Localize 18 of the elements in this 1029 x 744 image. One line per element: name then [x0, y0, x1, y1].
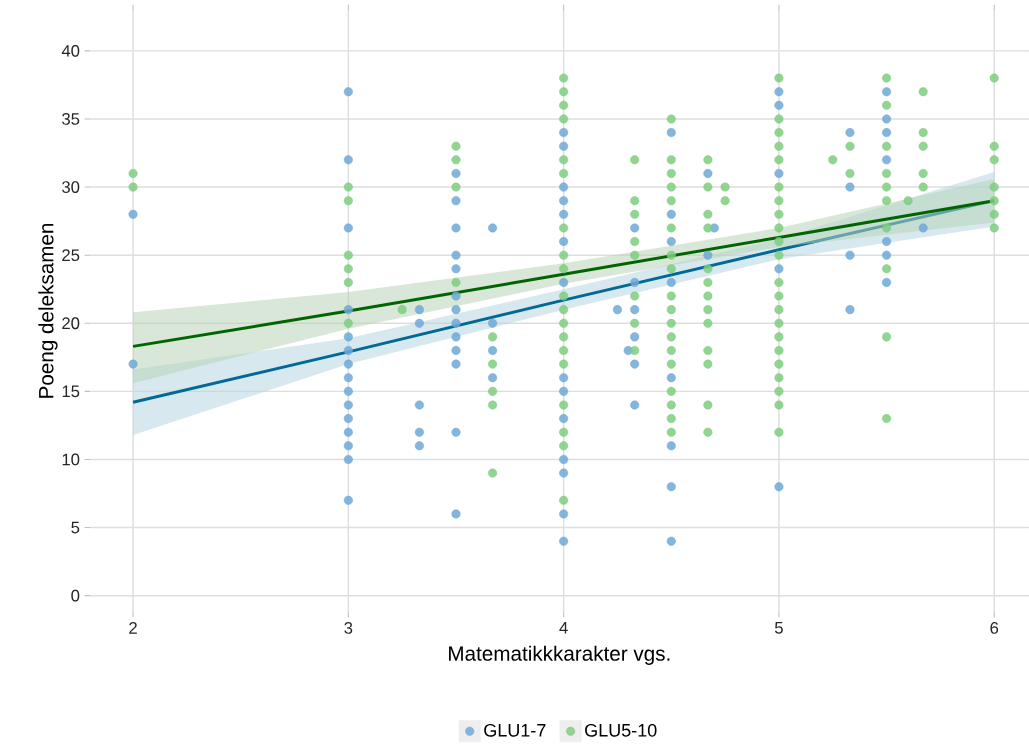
legend-label: GLU5-10 [585, 723, 657, 737]
y-axis-title: Poeng deleksamen [38, 223, 58, 398]
x-tick-label: 3 [344, 622, 353, 634]
x-tick-label: 6 [990, 622, 999, 634]
y-tick-label: 0 [71, 589, 80, 602]
x-axis-title: Matematikkkarakter vgs. [449, 645, 670, 665]
y-tick-label: 15 [62, 385, 80, 398]
x-tick-label: 2 [129, 622, 137, 634]
x-tick-label: 5 [774, 622, 783, 634]
legend-label: GLU1-7 [484, 723, 546, 737]
y-tick-label: 5 [71, 521, 80, 534]
y-tick-label: 10 [62, 453, 80, 466]
x-tick-label: 4 [559, 622, 568, 634]
y-tick-label: 40 [61, 44, 80, 57]
y-tick-label: 20 [62, 317, 80, 330]
y-tick-label: 25 [62, 249, 80, 262]
y-tick-label: 30 [62, 181, 80, 193]
y-tick-label: 35 [62, 113, 80, 125]
